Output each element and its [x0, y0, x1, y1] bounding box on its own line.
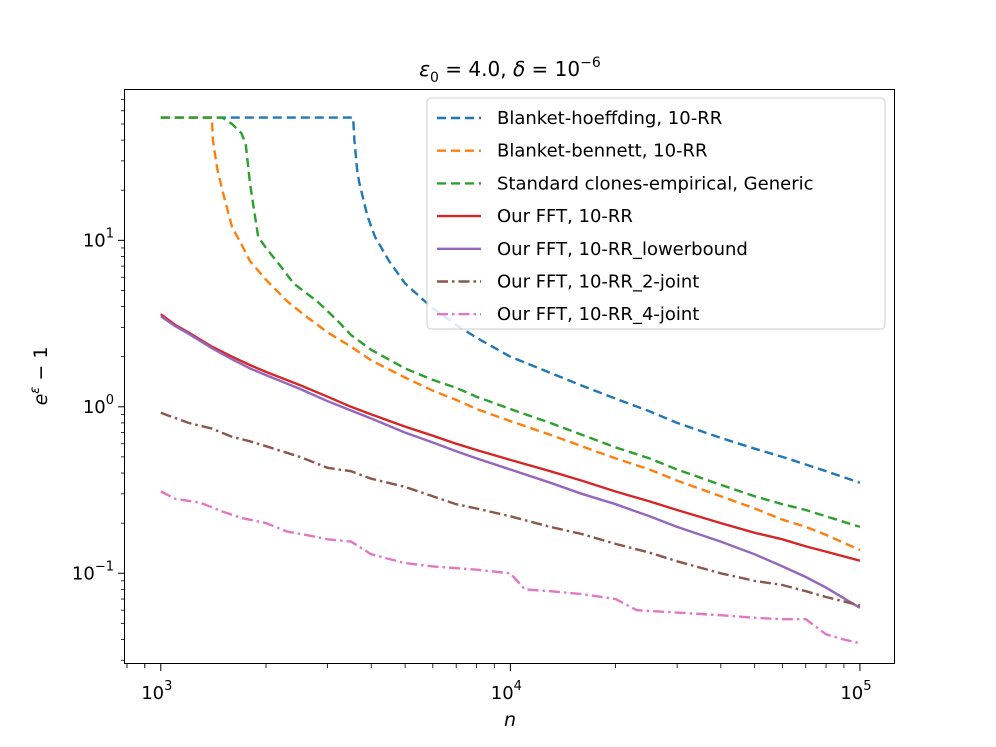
y-tick-label-2: 100: [83, 393, 114, 418]
series-line-2: [160, 116, 861, 552]
series-line-7: [160, 490, 861, 645]
series-line-1: [160, 116, 861, 484]
chart-title: ε0 = 4.0, δ = 10−6: [419, 55, 601, 86]
series-line-6: [160, 411, 861, 607]
series-line-5: [160, 315, 861, 609]
title-eps: ε: [419, 57, 430, 81]
legend-label-6: Our FFT, 10-RR_2-joint: [497, 272, 699, 293]
x-tick-label-1: 103: [141, 679, 172, 704]
legend-label-7: Our FFT, 10-RR_4-joint: [497, 304, 699, 325]
series-line-4: [160, 313, 861, 562]
title-eps-sub: 0: [430, 70, 439, 86]
svg-text:eε − 1: eε − 1: [28, 347, 52, 406]
x-tick-label-2: 104: [491, 679, 522, 704]
y-label-exp: ε: [28, 387, 43, 394]
legend-label-2: Blanket-bennett, 10-RR: [497, 141, 708, 162]
axis-ticks: 103 104 105 10−1 100 101: [72, 99, 872, 704]
y-axis-label: eε − 1: [28, 347, 52, 406]
x-axis-label: n: [504, 709, 516, 731]
legend-label-1: Blanket-hoeffding, 10-RR: [497, 108, 722, 129]
plot-lines: [160, 116, 861, 645]
x-tick-label-3: 105: [840, 679, 871, 704]
title-exp: −6: [580, 55, 601, 71]
legend-label-4: Our FFT, 10-RR: [497, 206, 633, 227]
y-label-tail: − 1: [30, 347, 52, 387]
title-delta: δ: [513, 57, 525, 81]
title-eq2: = 10: [525, 57, 580, 81]
y-tick-label-1: 10−1: [72, 559, 114, 584]
y-label-base: e: [30, 394, 52, 406]
legend: Blanket-hoeffding, 10-RR Blanket-bennett,…: [426, 97, 886, 330]
legend-label-3: Standard clones-empirical, Generic: [497, 173, 814, 194]
title-eq1: = 4.0,: [439, 57, 513, 81]
legend-frame: [426, 97, 886, 330]
y-tick-label-3: 101: [83, 226, 114, 251]
legend-label-5: Our FFT, 10-RR_lowerbound: [497, 239, 748, 260]
plot-frame: [124, 89, 895, 664]
svg-text:ε0 = 4.0, δ = 10−6: ε0 = 4.0, δ = 10−6: [419, 55, 601, 86]
